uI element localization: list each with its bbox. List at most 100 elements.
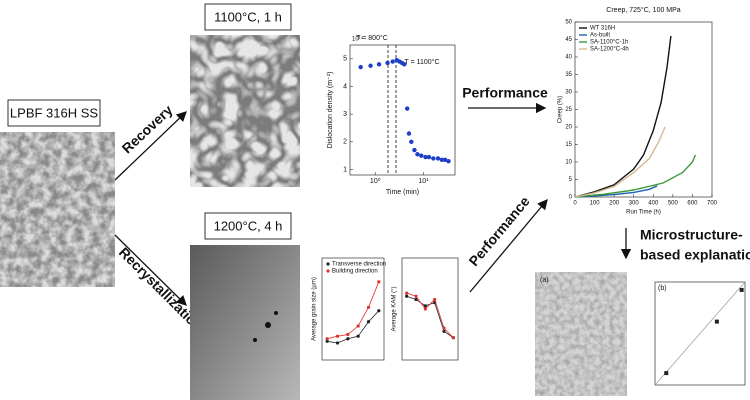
axis-label: Time (min) xyxy=(386,189,419,196)
arrow xyxy=(469,199,548,293)
data-point xyxy=(433,297,437,302)
data-point xyxy=(356,324,360,328)
data-point xyxy=(431,156,436,161)
particle xyxy=(274,311,278,315)
micrograph-texture xyxy=(190,35,300,187)
legend-label: Building direction xyxy=(332,269,378,275)
data-point xyxy=(356,334,360,338)
arrow xyxy=(114,234,187,306)
plot-frame xyxy=(574,21,713,198)
data-point xyxy=(346,332,350,337)
series-line xyxy=(406,292,454,338)
panel-label: (a) xyxy=(540,277,549,284)
plot-title: Creep, 725°C, 100 MPa xyxy=(606,6,681,14)
micrograph xyxy=(190,245,300,400)
data-point xyxy=(739,287,744,292)
data-point xyxy=(664,371,669,376)
y-tick-label: 45 xyxy=(565,37,572,43)
data-point xyxy=(325,339,329,343)
data-point xyxy=(446,158,451,164)
data-point xyxy=(419,153,424,158)
axis-label: Creep (%) xyxy=(558,96,564,123)
creep-curve xyxy=(574,126,666,198)
creep-curve xyxy=(574,35,672,198)
data-point xyxy=(366,320,371,324)
y-tick-label: 25 xyxy=(565,107,572,113)
data-point xyxy=(442,326,446,330)
y-tick-label: 15 xyxy=(565,142,572,148)
data-point xyxy=(377,280,381,284)
data-point xyxy=(390,59,395,64)
arrow xyxy=(114,111,187,181)
x-tick-label: 10¹ xyxy=(418,178,429,185)
y-tick-label: 10 xyxy=(565,160,572,166)
data-point xyxy=(442,157,448,162)
x-tick-label: 500 xyxy=(668,201,679,207)
series-line xyxy=(327,310,380,344)
data-point xyxy=(423,154,428,160)
y-tick-label: 40 xyxy=(565,55,572,61)
annotation: T = 800°C xyxy=(356,34,388,42)
data-point xyxy=(426,154,432,160)
axis-label: Average KAM (°) xyxy=(392,287,398,332)
y-tick-label: 1 xyxy=(343,166,347,173)
label-box xyxy=(204,212,292,240)
data-point xyxy=(366,305,371,309)
y-tick-label: 35 xyxy=(565,72,572,78)
label-box xyxy=(7,99,101,127)
data-point xyxy=(415,152,420,157)
plot-frame xyxy=(401,257,459,361)
data-point xyxy=(402,62,407,67)
axis-label: Average grain size (µm) xyxy=(312,277,318,341)
y-tick-label: 20 xyxy=(565,125,572,131)
legend-label: SA-1200°C-4h xyxy=(590,47,629,53)
treatment-label: 1200°C, 4 h xyxy=(214,218,283,233)
multiplier: 10¹⁴ xyxy=(352,36,364,43)
treatment-label: 1100°C, 1 h xyxy=(214,9,282,24)
y-tick-label: 50 xyxy=(565,20,572,26)
y-tick-label: 30 xyxy=(565,90,572,96)
legend-label: Transverse direction xyxy=(332,262,386,268)
data-point xyxy=(414,297,418,302)
input-label: LPBF 316H SS xyxy=(10,105,98,120)
data-point xyxy=(423,307,427,311)
y-tick-label: 0 xyxy=(569,195,573,201)
data-point xyxy=(325,337,329,341)
data-point xyxy=(358,64,363,70)
plot-frame xyxy=(349,44,456,176)
route-label: Recovery xyxy=(119,102,176,157)
micrograph-texture xyxy=(0,132,115,287)
x-tick-label: 100 xyxy=(590,201,601,207)
explanation-label: based explanation xyxy=(640,247,750,263)
y-tick-label: 3 xyxy=(343,111,347,118)
panel-label: (b) xyxy=(658,285,667,292)
plot-frame xyxy=(321,257,385,361)
x-tick-label: 10⁰ xyxy=(370,177,381,185)
performance-label: Performance xyxy=(462,85,548,101)
x-tick-label: 0 xyxy=(573,201,577,207)
data-point xyxy=(405,291,409,295)
legend-swatch xyxy=(326,269,330,273)
data-point xyxy=(346,337,350,341)
y-tick-label: 2 xyxy=(343,139,347,146)
explanation-label: Microstructure- xyxy=(640,227,743,243)
axis-label: Dislocation density (m⁻²) xyxy=(327,72,334,149)
data-point xyxy=(406,131,412,136)
data-point xyxy=(442,329,446,333)
data-point xyxy=(385,60,390,66)
particle xyxy=(265,322,271,328)
y-tick-label: 4 xyxy=(343,83,347,90)
fit-line xyxy=(654,281,746,386)
x-tick-label: 700 xyxy=(707,201,718,207)
annotation: T = 1100°C xyxy=(404,58,439,66)
x-tick-label: 200 xyxy=(609,201,620,207)
legend-swatch xyxy=(326,262,330,266)
series-line xyxy=(327,281,380,340)
legend-label: WT 316H xyxy=(590,26,615,32)
axis-label: Run Time (h) xyxy=(626,210,661,216)
data-point xyxy=(414,294,418,298)
legend-label: SA-1100°C-1h xyxy=(590,40,628,46)
data-point xyxy=(435,156,441,161)
y-tick-label: 5 xyxy=(569,177,573,183)
data-point xyxy=(335,334,340,338)
